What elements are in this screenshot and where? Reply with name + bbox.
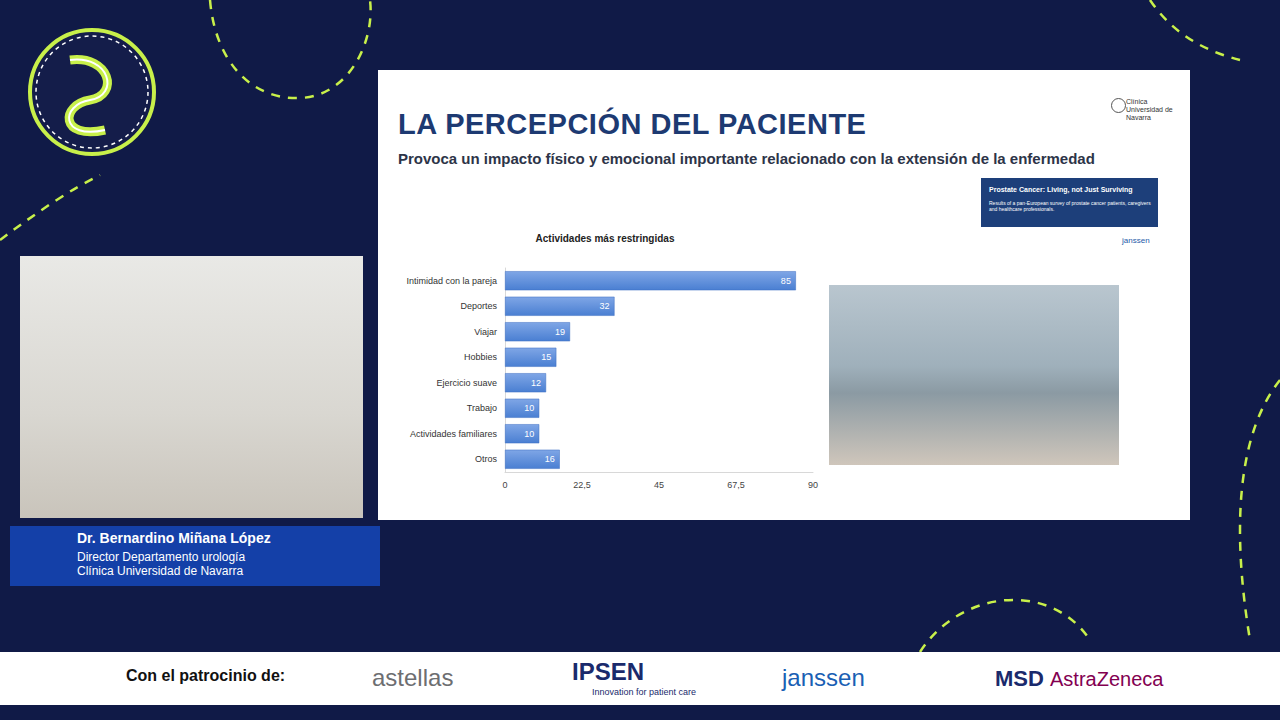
html-text:MSD AstraZeneca: MSD AstraZeneca xyxy=(995,666,1164,691)
html-text:IPSEN: IPSEN xyxy=(572,658,644,685)
svg-text:Viajar: Viajar xyxy=(474,327,497,337)
html-text:Clínica Universidad de Navarra: Clínica Universidad de Navarra xyxy=(77,564,244,578)
html-text:Provoca un impacto físico y em: Provoca un impacto físico y emocional im… xyxy=(398,150,1095,167)
svg-text:Hobbies: Hobbies xyxy=(464,352,498,362)
html-text:Innovation for patient care: Innovation for patient care xyxy=(592,687,697,697)
svg-text:10: 10 xyxy=(524,429,534,439)
svg-text:19: 19 xyxy=(555,327,565,337)
html-text:Dr. Bernardino Miñana López: Dr. Bernardino Miñana López xyxy=(77,530,271,546)
html-text:janssen: janssen xyxy=(1122,236,1150,245)
svg-text:Trabajo: Trabajo xyxy=(467,403,497,413)
svg-text:Actividades más restringidas: Actividades más restringidas xyxy=(536,233,675,244)
svg-text:Actividades familiares: Actividades familiares xyxy=(410,429,498,439)
svg-text:Otros: Otros xyxy=(475,454,498,464)
html-text:Results of a pan-European surv: Results of a pan-European survey of pros… xyxy=(989,200,1151,212)
svg-text:16: 16 xyxy=(545,454,555,464)
svg-text:22,5: 22,5 xyxy=(573,480,591,490)
svg-text:Ejercicio suave: Ejercicio suave xyxy=(436,378,497,388)
html-text:astellas: astellas xyxy=(372,664,454,691)
svg-text:Deportes: Deportes xyxy=(460,301,497,311)
html-text:Con el patrocinio de:: Con el patrocinio de: xyxy=(126,667,286,684)
html-text:Clínica Universidad de Navarra: Clínica Universidad de Navarra xyxy=(1126,98,1173,121)
svg-text:32: 32 xyxy=(599,301,609,311)
svg-text:0: 0 xyxy=(502,480,507,490)
html-text:janssen: janssen xyxy=(782,664,865,691)
svg-text:10: 10 xyxy=(524,403,534,413)
svg-text:Intimidad con la pareja: Intimidad con la pareja xyxy=(406,276,497,286)
svg-text:90: 90 xyxy=(808,480,818,490)
html-text:LA PERCEPCIÓN DEL PACIENTE: LA PERCEPCIÓN DEL PACIENTE xyxy=(398,108,867,140)
svg-text:15: 15 xyxy=(541,352,551,362)
svg-text:85: 85 xyxy=(781,276,791,286)
html-text:Director Departamento urología: Director Departamento urología xyxy=(77,550,246,564)
svg-text:12: 12 xyxy=(531,378,541,388)
svg-text:45: 45 xyxy=(654,480,664,490)
svg-text:67,5: 67,5 xyxy=(727,480,745,490)
html-text:Prostate Cancer: Living, not J: Prostate Cancer: Living, not Just Surviv… xyxy=(989,186,1133,193)
